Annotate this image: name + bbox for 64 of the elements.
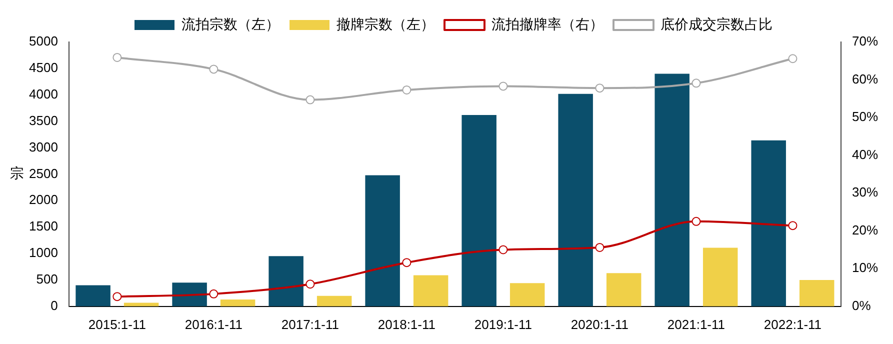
bar [124, 302, 159, 306]
bar [606, 273, 642, 306]
legend-label: 撤牌宗数（左） [336, 16, 434, 32]
y-tick-label: 2000 [29, 192, 58, 208]
y-tick-label: 3000 [29, 139, 58, 154]
y-tick-label: 4500 [29, 60, 58, 76]
y-tick-label: 500 [36, 272, 58, 287]
x-tick-label: 2019:1-11 [474, 316, 532, 332]
bar [462, 114, 496, 306]
y-tick-label: 1000 [29, 245, 58, 260]
point [209, 289, 218, 298]
bar [172, 282, 207, 306]
point [595, 84, 604, 93]
y-tick-label: 2500 [29, 166, 58, 181]
y-tick-label: 5000 [29, 34, 58, 49]
y2-tick-label: 70% [852, 34, 878, 49]
point [402, 85, 412, 94]
y2-tick-label: 60% [852, 71, 878, 86]
bar [702, 248, 738, 306]
legend-label: 流拍宗数（左） [182, 16, 280, 32]
bar [413, 275, 448, 306]
point [498, 82, 508, 91]
bar [365, 175, 400, 306]
legend-label: 底价成交宗数占比 [660, 16, 772, 32]
point [498, 245, 508, 254]
point [692, 216, 701, 226]
point [112, 52, 122, 62]
bar [76, 285, 110, 306]
y2-tick-label: 20% [852, 222, 878, 238]
y2-tick-label: 30% [852, 184, 878, 200]
bar [316, 296, 352, 306]
x-tick-label: 2015:1-11 [88, 316, 146, 332]
y2-tick-label: 10% [852, 260, 878, 276]
x-tick-label: 2020:1-11 [570, 316, 629, 332]
y-tick-label: 4000 [29, 86, 58, 102]
point [402, 258, 412, 268]
y-tick-label: 0 [50, 298, 58, 313]
y2-tick-label: 40% [852, 146, 878, 162]
y-axis-title: 宗 [10, 165, 24, 182]
y-tick-label: 1500 [29, 218, 58, 234]
y2-tick-label: 50% [852, 109, 878, 124]
bar [558, 94, 593, 306]
bar [799, 280, 834, 306]
point [595, 242, 604, 252]
point [112, 292, 122, 302]
legend-label: 流拍撤牌率（右） [492, 16, 604, 32]
x-tick-label: 2022:1-11 [764, 316, 822, 332]
x-tick-label: 2021:1-11 [667, 316, 726, 332]
x-tick-label: 2017:1-11 [281, 316, 339, 332]
point [306, 95, 315, 104]
point [788, 54, 798, 64]
bar [510, 283, 545, 306]
y2-tick-label: 0% [852, 298, 872, 313]
bar [220, 300, 256, 306]
point [788, 221, 798, 230]
bar [751, 140, 786, 306]
point [209, 64, 218, 74]
y-tick-label: 3500 [29, 112, 58, 128]
point [692, 78, 701, 88]
bar [268, 256, 304, 306]
x-tick-label: 2018:1-11 [378, 316, 436, 332]
bar [654, 74, 690, 306]
x-tick-label: 2016:1-11 [184, 316, 242, 332]
point [306, 280, 315, 289]
